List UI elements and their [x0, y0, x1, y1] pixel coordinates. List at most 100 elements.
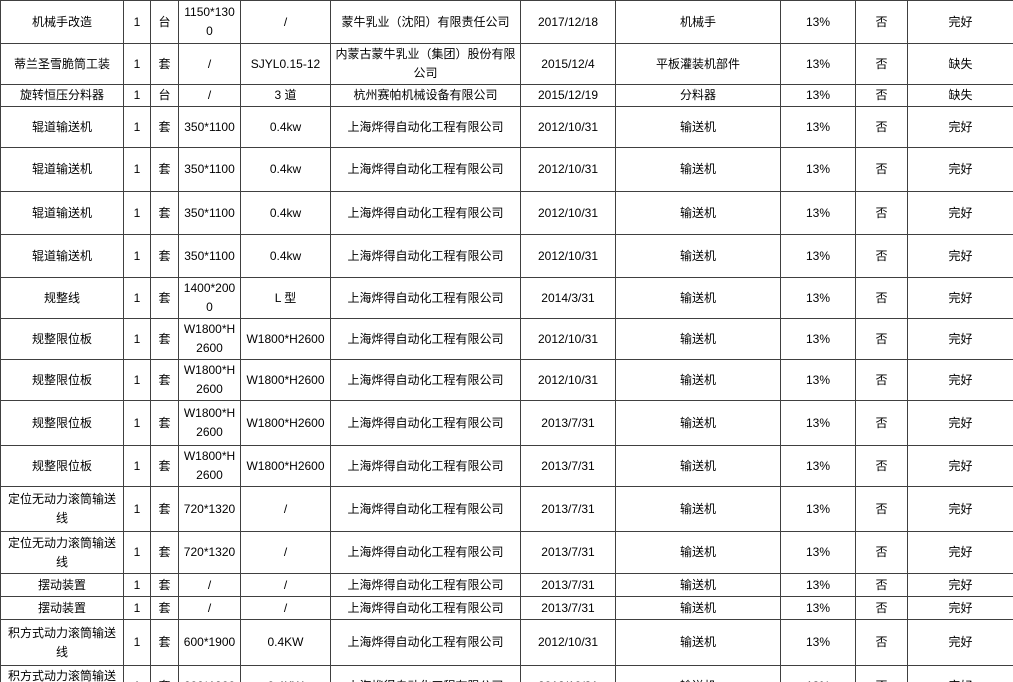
cell-qty: 1 [123, 0, 151, 44]
cell-category: 输送机 [615, 277, 781, 319]
cell-date: 2015/12/4 [520, 43, 616, 85]
cell-spec: W1800*H2600 [178, 318, 241, 360]
cell-name: 规整限位板 [0, 400, 124, 446]
cell-spec: W1800*H2600 [178, 400, 241, 446]
cell-model: W1800*H2600 [240, 359, 331, 401]
cell-qty: 1 [123, 400, 151, 446]
cell-name: 辊道输送机 [0, 191, 124, 235]
cell-spec: / [178, 573, 241, 597]
cell-unit: 套 [150, 531, 179, 574]
cell-qty: 1 [123, 84, 151, 107]
cell-flag: 否 [855, 277, 908, 319]
cell-unit: 套 [150, 147, 179, 192]
cell-rate: 13% [780, 665, 856, 682]
cell-flag: 否 [855, 43, 908, 85]
cell-date: 2013/7/31 [520, 596, 616, 620]
cell-spec: 350*1100 [178, 234, 241, 278]
cell-category: 机械手 [615, 0, 781, 44]
cell-name: 机械手改造 [0, 0, 124, 44]
cell-date: 2012/10/31 [520, 359, 616, 401]
cell-unit: 台 [150, 84, 179, 107]
cell-date: 2015/12/19 [520, 84, 616, 107]
cell-manufacturer: 上海烨得自动化工程有限公司 [330, 596, 521, 620]
cell-flag: 否 [855, 573, 908, 597]
cell-model: / [240, 596, 331, 620]
cell-rate: 13% [780, 0, 856, 44]
cell-status: 完好 [907, 191, 1013, 235]
table-row: 规整限位板 1 套 W1800*H2600 W1800*H2600 上海烨得自动化工程有限… [0, 400, 1013, 446]
cell-manufacturer: 上海烨得自动化工程有限公司 [330, 445, 521, 487]
cell-spec: W1800*H2600 [178, 359, 241, 401]
cell-flag: 否 [855, 531, 908, 574]
cell-model: 3 道 [240, 84, 331, 107]
cell-flag: 否 [855, 0, 908, 44]
cell-qty: 1 [123, 619, 151, 666]
cell-manufacturer: 上海烨得自动化工程有限公司 [330, 486, 521, 532]
cell-category: 输送机 [615, 234, 781, 278]
cell-spec: 720*1320 [178, 531, 241, 574]
cell-spec: 350*1100 [178, 147, 241, 192]
table-row: 旋转恒压分料器 1 台/3 道杭州赛帕机械设备有限公司 2015/12/19 分料器 13… [0, 84, 1013, 107]
cell-qty: 1 [123, 277, 151, 319]
cell-spec: 600*1900 [178, 619, 241, 666]
cell-manufacturer: 上海烨得自动化工程有限公司 [330, 234, 521, 278]
cell-status: 完好 [907, 147, 1013, 192]
cell-unit: 套 [150, 191, 179, 235]
table-row: 辊道输送机 1 套 350*1100 0.4kw 上海烨得自动化工程有限公司 2012/10… [0, 234, 1013, 278]
cell-rate: 13% [780, 191, 856, 235]
cell-status: 完好 [907, 531, 1013, 574]
cell-spec: 350*1100 [178, 106, 241, 148]
cell-rate: 13% [780, 234, 856, 278]
cell-category: 输送机 [615, 147, 781, 192]
cell-unit: 套 [150, 665, 179, 682]
cell-spec: 600*1900 [178, 665, 241, 682]
cell-rate: 13% [780, 359, 856, 401]
cell-category: 输送机 [615, 359, 781, 401]
cell-model: 0.4kw [240, 106, 331, 148]
cell-manufacturer: 上海烨得自动化工程有限公司 [330, 573, 521, 597]
cell-date: 2012/10/31 [520, 191, 616, 235]
cell-manufacturer: 上海烨得自动化工程有限公司 [330, 619, 521, 666]
cell-status: 完好 [907, 400, 1013, 446]
cell-category: 输送机 [615, 573, 781, 597]
table-row: 辊道输送机 1 套 350*1100 0.4kw 上海烨得自动化工程有限公司 2012/10… [0, 106, 1013, 148]
cell-name: 规整线 [0, 277, 124, 319]
cell-model: 0.4kw [240, 147, 331, 192]
cell-unit: 台 [150, 0, 179, 44]
cell-flag: 否 [855, 191, 908, 235]
cell-category: 输送机 [615, 191, 781, 235]
cell-qty: 1 [123, 234, 151, 278]
cell-status: 完好 [907, 665, 1013, 682]
cell-qty: 1 [123, 318, 151, 360]
cell-qty: 1 [123, 43, 151, 85]
cell-manufacturer: 上海烨得自动化工程有限公司 [330, 191, 521, 235]
cell-status: 完好 [907, 277, 1013, 319]
cell-qty: 1 [123, 531, 151, 574]
cell-flag: 否 [855, 84, 908, 107]
table-row: 规整限位板 1 套 W1800*H2600 W1800*H2600 上海烨得自动化工程有限… [0, 318, 1013, 360]
cell-date: 2012/10/31 [520, 665, 616, 682]
cell-manufacturer: 上海烨得自动化工程有限公司 [330, 318, 521, 360]
cell-name: 蒂兰圣雪脆筒工装 [0, 43, 124, 85]
cell-manufacturer: 上海烨得自动化工程有限公司 [330, 400, 521, 446]
cell-name: 定位无动力滚筒输送线 [0, 531, 124, 574]
cell-category: 输送机 [615, 318, 781, 360]
cell-flag: 否 [855, 665, 908, 682]
cell-status: 缺失 [907, 43, 1013, 85]
cell-model: L 型 [240, 277, 331, 319]
cell-model: 0.4kw [240, 191, 331, 235]
cell-flag: 否 [855, 619, 908, 666]
table-row: 摆动装置 1 套 / / 上海烨得自动化工程有限公司 2013/7/31 输送机 13% 否完好 [0, 573, 1013, 597]
cell-flag: 否 [855, 486, 908, 532]
cell-manufacturer: 上海烨得自动化工程有限公司 [330, 531, 521, 574]
cell-unit: 套 [150, 277, 179, 319]
cell-rate: 13% [780, 596, 856, 620]
table-row: 规整线 1 套 1400*2000 L 型上海烨得自动化工程有限公司 2014/3/31 输… [0, 277, 1013, 319]
cell-rate: 13% [780, 43, 856, 85]
table-row: 机械手改造 1 台 1150*1300/蒙牛乳业（沈阳）有限责任公司 2017/12/1… [0, 0, 1013, 44]
cell-category: 输送机 [615, 445, 781, 487]
cell-manufacturer: 上海烨得自动化工程有限公司 [330, 359, 521, 401]
cell-flag: 否 [855, 400, 908, 446]
cell-category: 输送机 [615, 531, 781, 574]
